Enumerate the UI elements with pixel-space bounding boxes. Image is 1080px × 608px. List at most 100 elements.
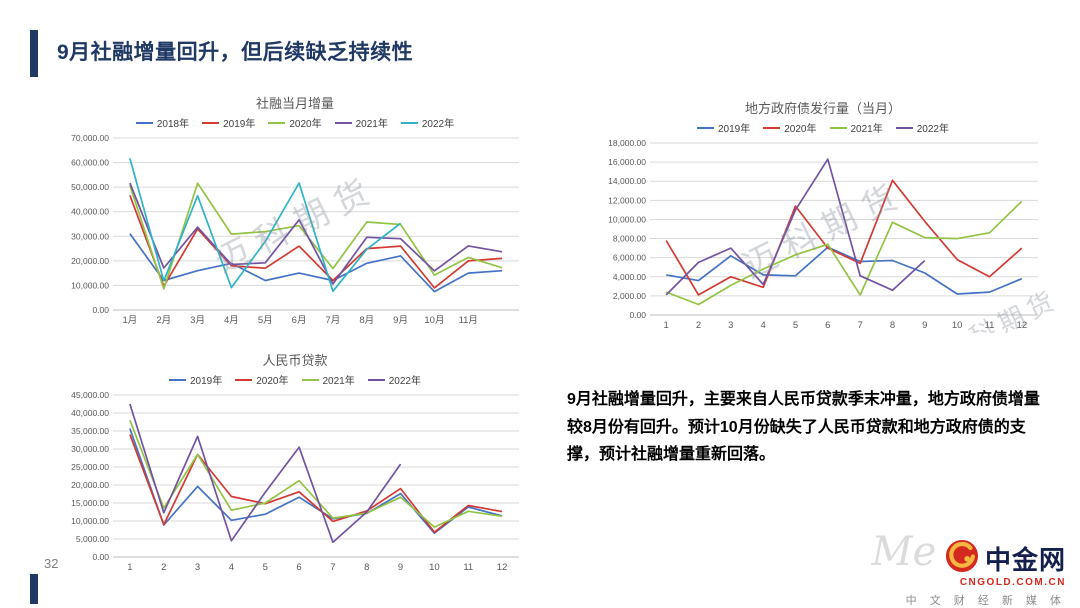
legend-item: 2022年 xyxy=(367,372,421,387)
slide-title: 9月社融增量回升，但后续缺乏持续性 xyxy=(57,41,414,64)
chart-title: 地方政府债发行量（当月） xyxy=(744,101,901,116)
x-axis-tick-label: 3 xyxy=(195,562,200,573)
x-axis-tick-label: 3月 xyxy=(190,315,205,326)
legend-swatch xyxy=(367,378,385,381)
legend-swatch xyxy=(301,378,319,381)
line-chart: 0.00 10,000.00 20,000.00 30,000.00 40,000.00… xyxy=(71,133,519,326)
legend-item: 2022年 xyxy=(400,115,455,130)
commentary-text: 9月社融增量回升，主要来自人民币贷款季末冲量，地方政府债增量较8月份有回升。预计… xyxy=(567,391,1040,464)
y-axis-tick-label: 0.00 xyxy=(92,305,109,315)
x-axis-tick-label: 5 xyxy=(263,562,268,573)
x-axis-tick-label: 1月 xyxy=(123,315,138,326)
legend-label: 2022年 xyxy=(421,119,455,130)
y-axis-tick-label: 30,000.00 xyxy=(71,231,109,241)
page-number: 32 xyxy=(44,556,59,571)
y-axis-tick-label: 0.00 xyxy=(92,552,109,562)
x-axis-tick-label: 2 xyxy=(696,320,701,331)
y-axis-tick-label: 50,000.00 xyxy=(71,182,109,192)
legend-swatch xyxy=(235,378,253,381)
y-axis-tick-label: 45,000.00 xyxy=(71,390,109,400)
series-line-2020年 xyxy=(129,182,503,290)
x-axis-tick-label: 4月 xyxy=(224,315,239,326)
series-line-2022年 xyxy=(129,158,402,293)
logo-background-watermark: Me xyxy=(871,529,937,575)
cngold-logo: Me 中金网 CNGOLD.COM.CN 中 文 财 经 新 媒 体 xyxy=(872,529,1066,608)
series-line-2019年 xyxy=(666,246,1023,295)
legend-swatch xyxy=(169,378,186,381)
legend-label: 2022年 xyxy=(916,124,949,135)
x-axis-tick-label: 7 xyxy=(858,320,863,331)
y-axis-tick-label: 2,000.00 xyxy=(613,291,646,301)
legend-item: 2018年 xyxy=(135,115,190,130)
legend-label: 2019年 xyxy=(718,124,751,135)
legend-swatch xyxy=(334,121,352,124)
y-axis-tick-label: 35,000.00 xyxy=(71,426,109,436)
legend-item: 2020年 xyxy=(268,115,322,130)
legend-swatch xyxy=(135,121,153,124)
x-axis-tick-label: 4 xyxy=(761,320,766,331)
chart-title: 人民币贷款 xyxy=(262,353,328,368)
legend-label: 2020年 xyxy=(256,376,289,387)
x-axis-tick-label: 10月 xyxy=(424,315,444,326)
y-axis-tick-label: 4,000.00 xyxy=(613,272,646,282)
x-axis-tick-label: 9 xyxy=(922,320,927,331)
logo-tagline: 中 文 财 经 新 媒 体 xyxy=(905,595,1066,607)
y-axis-tick-label: 5,000.00 xyxy=(76,534,109,544)
y-axis-tick-label: 10,000.00 xyxy=(71,516,109,526)
x-axis-tick-label: 1 xyxy=(127,562,132,573)
x-axis-tick-label: 7月 xyxy=(326,315,341,326)
series-line-2021年 xyxy=(129,182,503,285)
x-axis-tick-label: 9月 xyxy=(393,315,408,326)
series-line-2021年 xyxy=(665,200,1023,306)
chart-social-financing: 迈科期货 社融当月增量 2018年 2019年 2020年 2021年 2022年 0.… xyxy=(55,93,535,328)
legend-item: 2021年 xyxy=(334,115,388,130)
title-accent-bar xyxy=(30,30,38,77)
x-axis-tick-label: 11 xyxy=(463,562,473,573)
y-axis-tick-label: 8,000.00 xyxy=(613,234,646,244)
legend-label: 2018年 xyxy=(156,119,190,130)
y-axis-tick-label: 16,000.00 xyxy=(608,157,646,167)
y-axis-tick-label: 14,000.00 xyxy=(608,176,646,186)
y-axis-tick-label: 6,000.00 xyxy=(613,253,646,263)
logo-name: 中金网 xyxy=(984,545,1066,575)
legend-item: 2020年 xyxy=(763,120,817,135)
y-axis-tick-label: 30,000.00 xyxy=(71,444,109,454)
x-axis-tick-label: 11月 xyxy=(459,315,478,326)
series-line-2019年 xyxy=(129,428,503,535)
y-axis-tick-label: 70,000.00 xyxy=(71,133,109,143)
x-axis-tick-label: 8 xyxy=(364,562,369,573)
legend-item: 2020年 xyxy=(235,372,289,387)
legend-swatch xyxy=(400,121,418,124)
y-axis-tick-label: 15,000.00 xyxy=(71,498,109,508)
x-axis-tick-label: 12 xyxy=(497,562,508,573)
y-axis-tick-label: 10,000.00 xyxy=(71,280,109,290)
legend-item: 2021年 xyxy=(829,120,883,135)
footer-accent-bar xyxy=(30,574,38,604)
y-axis-tick-label: 25,000.00 xyxy=(71,462,109,472)
legend-swatch xyxy=(268,121,286,124)
legend-item: 2022年 xyxy=(895,120,949,135)
x-axis-tick-label: 8月 xyxy=(359,315,374,326)
y-axis-tick-label: 60,000.00 xyxy=(71,158,109,168)
x-axis-tick-label: 6 xyxy=(825,320,830,331)
chart-legend: 2019年 2020年 2021年 2022年 xyxy=(55,372,535,387)
x-axis-tick-label: 9 xyxy=(398,562,403,573)
legend-label: 2021年 xyxy=(850,124,883,135)
line-chart: 0.00 5,000.00 10,000.00 15,000.00 20,000.00 2… xyxy=(71,390,519,573)
series-line-2020年 xyxy=(129,434,503,534)
series-line-2019年 xyxy=(129,195,503,289)
series-line-2022年 xyxy=(665,158,926,296)
series-line-2018年 xyxy=(129,233,503,293)
chart-rmb-loans: 人民币贷款 2019年 2020年 2021年 2022年 0.00 5,000.00 1… xyxy=(55,350,535,575)
legend-swatch xyxy=(763,126,781,129)
y-axis-tick-label: 20,000.00 xyxy=(71,480,109,490)
y-axis-tick-label: 12,000.00 xyxy=(608,195,646,205)
legend-label: 2021年 xyxy=(322,376,355,387)
x-axis-tick-label: 4 xyxy=(229,562,234,573)
legend-label: 2020年 xyxy=(289,119,322,130)
y-axis-tick-label: 0.00 xyxy=(629,310,646,320)
chart-legend: 2018年 2019年 2020年 2021年 2022年 xyxy=(55,115,535,130)
chart-title: 社融当月增量 xyxy=(255,96,334,111)
y-axis-tick-label: 40,000.00 xyxy=(71,207,109,217)
legend-swatch xyxy=(895,126,913,129)
